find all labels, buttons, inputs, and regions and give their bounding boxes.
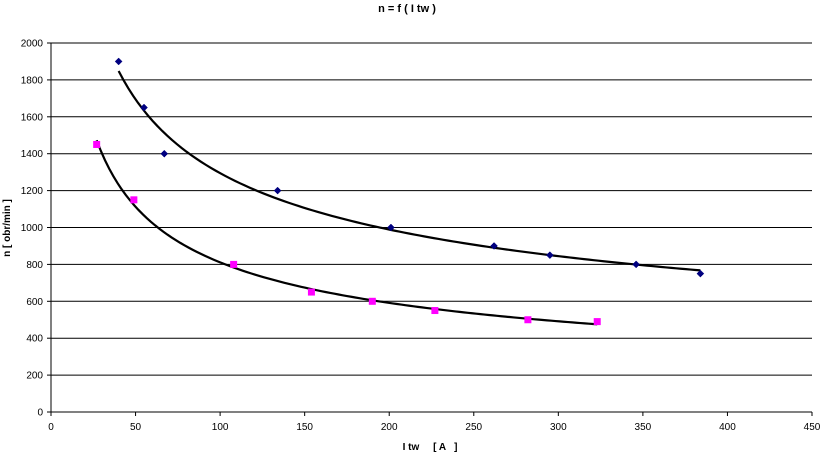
x-tick-label: 150 <box>296 422 313 433</box>
data-point-series-1 <box>490 242 498 250</box>
y-axis-label: n [ obr/min ] <box>2 199 13 257</box>
data-point-series-1 <box>273 186 282 195</box>
data-point-series-2 <box>130 196 138 204</box>
data-point-series-2 <box>230 260 238 268</box>
y-tick-label: 1000 <box>21 223 44 234</box>
y-tick-label: 600 <box>26 297 43 308</box>
x-tick-labels: 0 50 100 150 200 250 300 350 400 450 <box>48 422 821 433</box>
x-tick-label: 100 <box>212 422 229 433</box>
data-points <box>93 57 705 326</box>
x-tick-label: 400 <box>719 422 736 433</box>
y-tick-label: 1200 <box>21 186 44 197</box>
data-point-series-2 <box>524 316 532 324</box>
y-tick-label: 200 <box>26 371 43 382</box>
y-tick-label: 1400 <box>21 149 44 160</box>
axes <box>47 42 813 416</box>
data-point-series-2 <box>593 318 601 326</box>
data-point-series-1 <box>546 251 554 260</box>
y-tick-label: 1800 <box>21 75 44 86</box>
x-tick-label: 0 <box>48 422 54 433</box>
data-point-series-1 <box>160 149 169 158</box>
data-point-series-2 <box>368 297 376 305</box>
y-tick-label: 2000 <box>21 39 44 50</box>
x-tick-label: 300 <box>550 422 567 433</box>
data-point-series-1 <box>632 260 640 269</box>
trendlines <box>95 70 701 326</box>
y-tick-label: 1600 <box>21 112 44 123</box>
data-point-series-2 <box>93 140 101 148</box>
data-point-series-1 <box>140 103 148 112</box>
x-tick-label: 450 <box>804 422 821 433</box>
x-tick-label: 350 <box>635 422 652 433</box>
data-point-series-1 <box>696 269 705 278</box>
x-tick-label: 50 <box>130 422 142 433</box>
y-tick-labels: 0 200 400 600 800 1000 1200 1400 1600 1800 2000 <box>21 39 44 419</box>
x-axis-label: I tw [ A ] <box>403 442 458 453</box>
data-point-series-1 <box>114 57 123 66</box>
x-tick-label: 200 <box>381 422 398 433</box>
y-tick-label: 400 <box>26 334 43 345</box>
y-tick-label: 0 <box>37 408 43 419</box>
gridlines <box>51 42 812 376</box>
data-point-series-2 <box>307 288 315 296</box>
x-tick-label: 250 <box>465 422 482 433</box>
data-point-series-2 <box>431 307 439 315</box>
trendline-series-1 <box>117 70 701 272</box>
y-tick-label: 800 <box>26 260 43 271</box>
chart-title: n = f ( I tw ) <box>378 3 436 15</box>
trendline-series-2 <box>95 139 598 326</box>
data-point-series-1 <box>387 223 395 232</box>
